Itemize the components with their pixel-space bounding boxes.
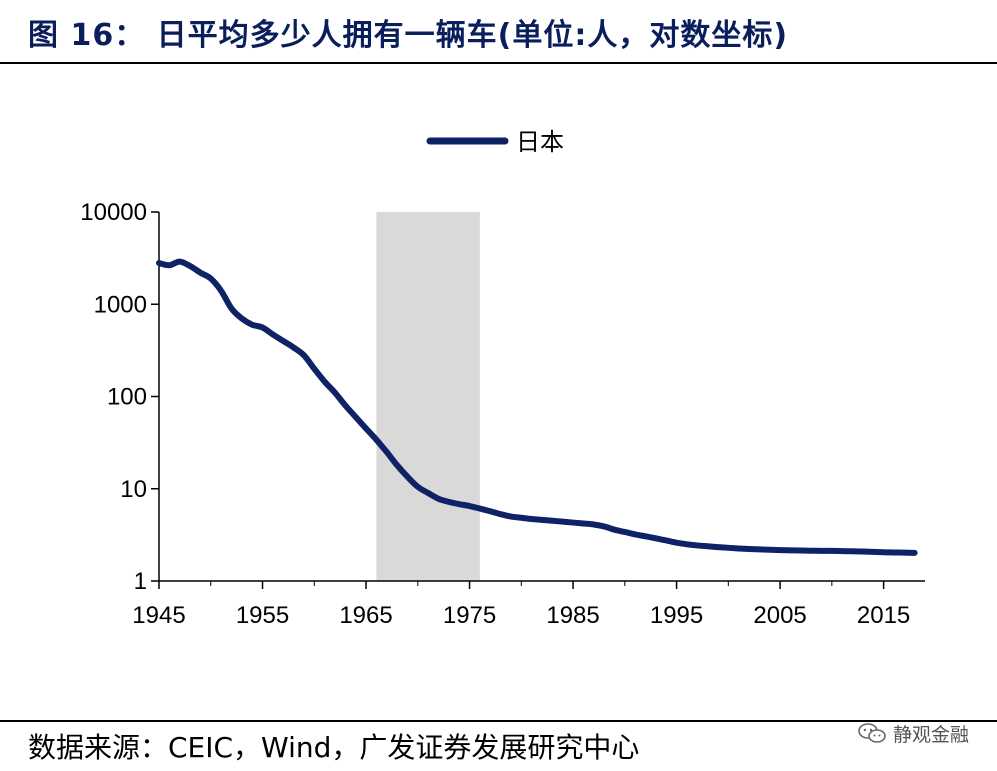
- x-tick-label: 1985: [546, 602, 599, 629]
- title-bar: 图 16： 日平均多少人拥有一辆车(单位:人，对数坐标): [0, 0, 997, 64]
- x-tick-label: 1965: [339, 602, 392, 629]
- x-tick-label: 1955: [236, 602, 289, 629]
- x-tick-label: 1945: [132, 602, 185, 629]
- legend-label: 日本: [516, 128, 564, 156]
- series-line-japan: [156, 258, 918, 556]
- y-tick-label: 100: [107, 384, 147, 411]
- x-tick-label: 2005: [753, 602, 806, 629]
- y-tick-label: 1000: [94, 291, 147, 318]
- watermark: 静观金融: [857, 716, 969, 750]
- axes: 1 10 100 1000 10000 1945 1955 1965 1975 1985 1995 2…: [80, 199, 925, 629]
- y-tick-label: 1: [134, 568, 147, 595]
- title-divider: [0, 62, 997, 64]
- x-tick-label: 1975: [443, 602, 496, 629]
- chart-title: 图 16： 日平均多少人拥有一辆车(单位:人，对数坐标): [28, 18, 789, 53]
- shaded-region-layer: [376, 212, 480, 581]
- chart: 1 10 100 1000 10000 1945 1955 1965 1975 1985 1995 2…: [80, 128, 925, 629]
- watermark-text: 静观金融: [892, 723, 969, 746]
- series-layer: [156, 258, 918, 556]
- source-divider: [0, 720, 997, 722]
- shaded-period: [376, 212, 480, 581]
- wechat-icon: [858, 723, 886, 743]
- y-tick-label: 10000: [80, 199, 147, 226]
- x-tick-label: 1995: [650, 602, 703, 629]
- legend: 日本: [426, 128, 564, 156]
- x-tick-label: 2015: [857, 602, 910, 629]
- y-tick-label: 10: [120, 476, 147, 503]
- source-note: 数据来源：CEIC，Wind，广发证券发展研究中心: [28, 731, 640, 764]
